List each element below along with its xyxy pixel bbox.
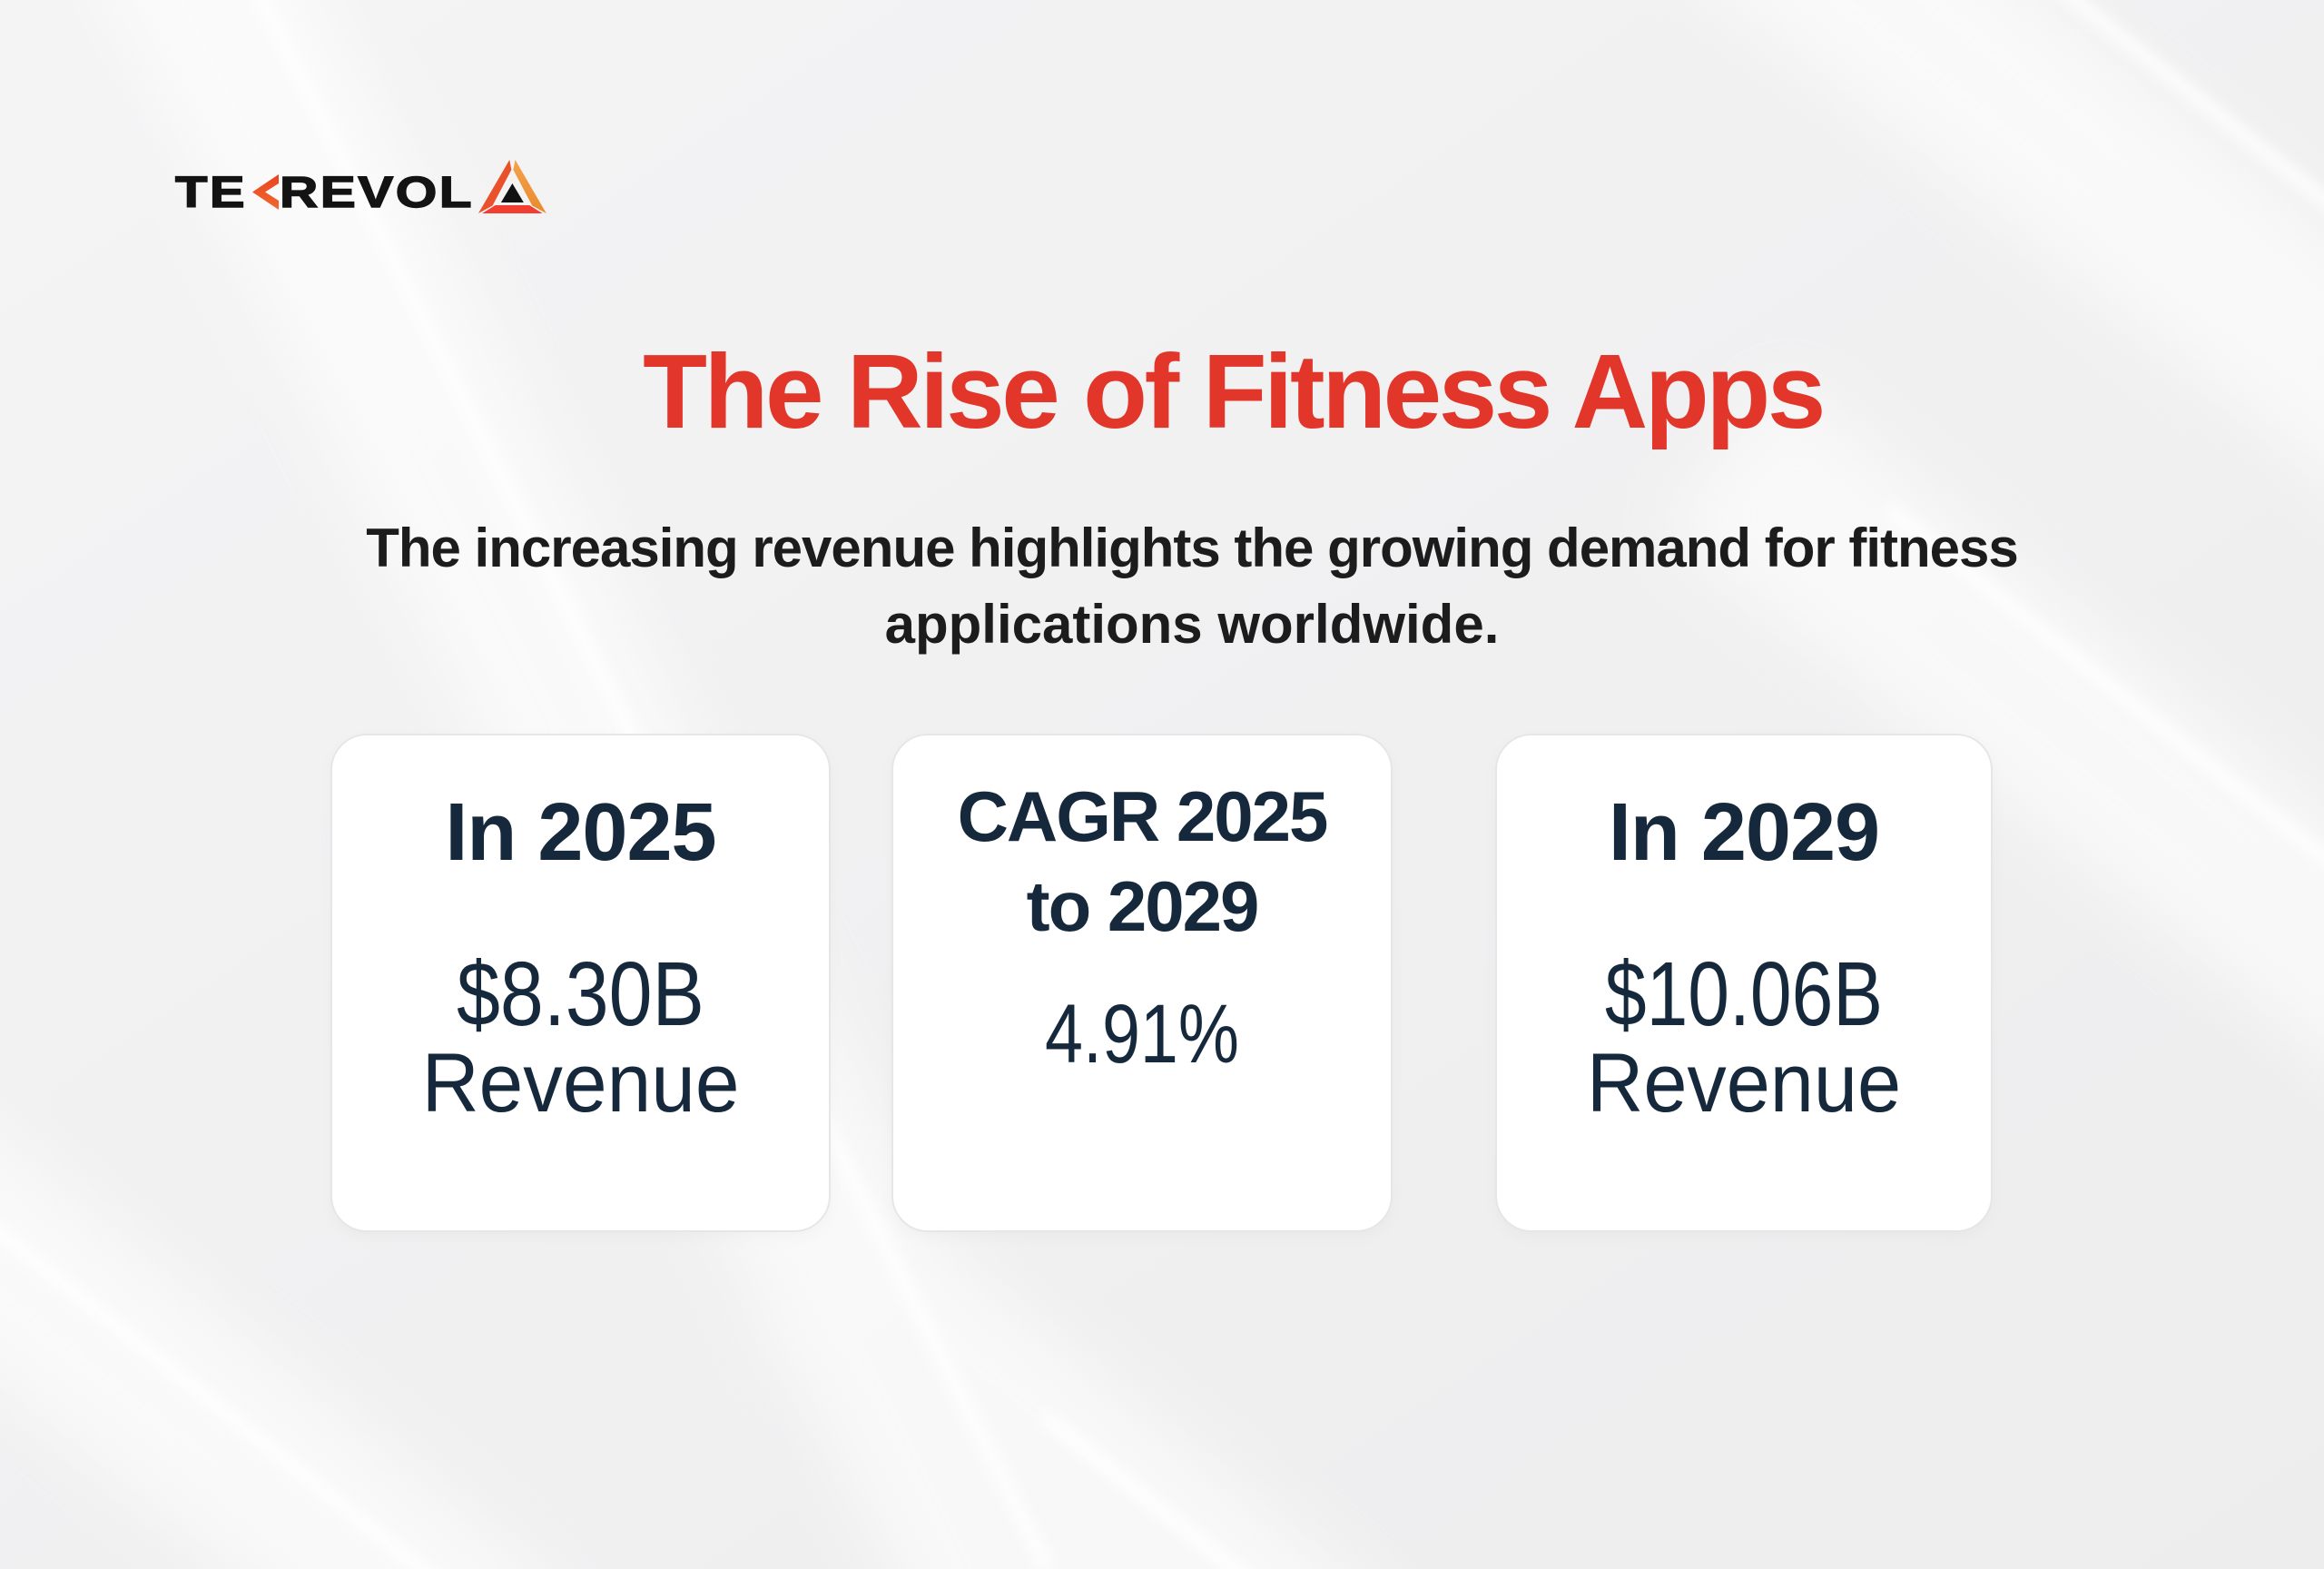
svg-text:REVOL: REVOL [280,169,474,217]
svg-text:TE: TE [175,169,247,217]
